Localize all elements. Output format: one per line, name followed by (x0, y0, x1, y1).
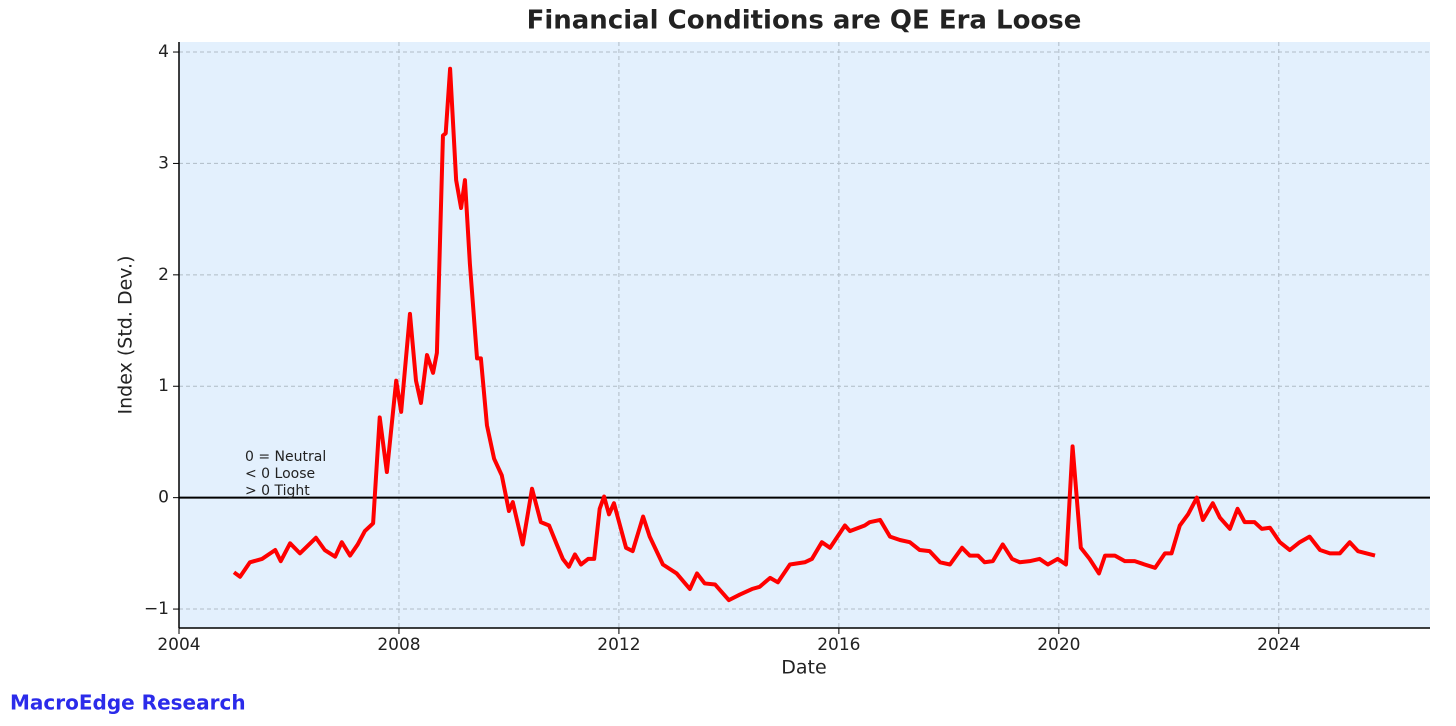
y-tick-label: 4 (158, 42, 169, 62)
y-axis-label: Index (Std. Dev.) (115, 256, 137, 415)
annotation: 0 = Neutral (245, 449, 326, 465)
x-tick-label: 2016 (817, 635, 860, 655)
annotation: < 0 Loose (245, 466, 315, 482)
data-line (232, 66, 1376, 603)
y-tick-label: 3 (158, 153, 169, 173)
annotation: > 0 Tight (245, 483, 310, 499)
plot-background (179, 42, 1430, 628)
x-tick-label: 2008 (377, 635, 420, 655)
y-tick-label: −1 (144, 599, 169, 619)
y-tick-label: 2 (158, 265, 169, 285)
x-tick-label: 2024 (1257, 635, 1300, 655)
watermark: MacroEdge Research (10, 691, 246, 715)
x-tick-label: 2012 (597, 635, 640, 655)
chart-title: Financial Conditions are QE Era Loose (527, 6, 1082, 36)
x-tick-label: 2020 (1037, 635, 1080, 655)
x-tick-label: 2004 (157, 635, 200, 655)
x-axis-label: Date (781, 657, 826, 679)
y-tick-label: 0 (158, 488, 169, 508)
y-tick-label: 1 (158, 376, 169, 396)
